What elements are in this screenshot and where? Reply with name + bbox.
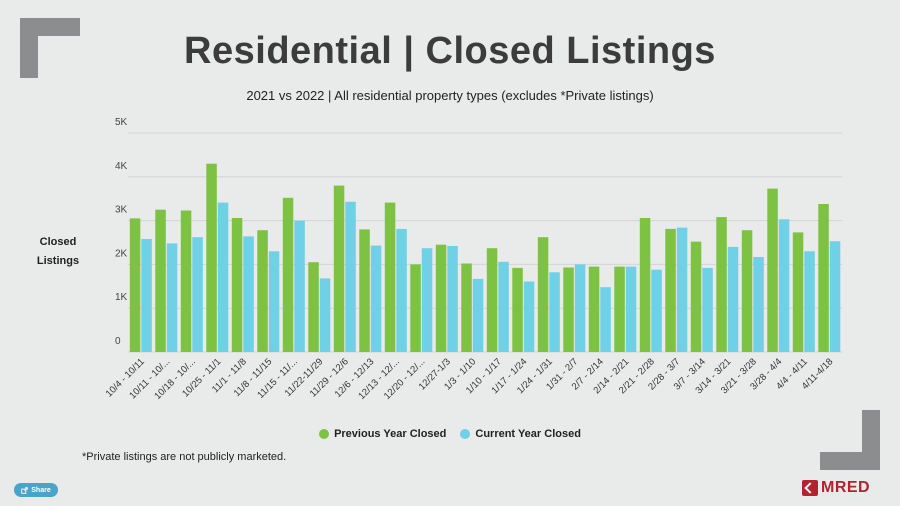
bar-current-year	[243, 236, 254, 352]
mred-logo-icon	[802, 480, 818, 496]
bar-previous-year	[741, 230, 753, 352]
bar-current-year	[676, 227, 688, 352]
bar-previous-year	[180, 210, 192, 352]
bar-previous-year	[257, 230, 268, 352]
corner-bar-vertical	[862, 410, 880, 470]
bar-current-year	[804, 251, 815, 352]
bar-previous-year	[690, 241, 702, 352]
bar-previous-year	[665, 228, 676, 352]
bar-previous-year	[461, 263, 472, 352]
bar-previous-year	[563, 267, 574, 352]
bar-current-year	[523, 281, 535, 352]
bar-previous-year	[614, 266, 625, 352]
y-axis-title: Closed Listings	[30, 233, 86, 271]
share-icon	[21, 486, 29, 494]
bar-previous-year	[359, 229, 370, 352]
bar-previous-year	[818, 204, 829, 352]
bar-current-year	[166, 243, 178, 352]
bar-previous-year	[384, 202, 396, 352]
bar-previous-year	[512, 267, 523, 352]
footnote: *Private listings are not publicly marke…	[82, 451, 287, 463]
share-label: Share	[31, 486, 51, 494]
bar-current-year	[574, 264, 586, 352]
bar-current-year	[370, 245, 382, 352]
bar-previous-year	[486, 248, 498, 352]
bar-previous-year	[308, 262, 319, 352]
bar-current-year	[702, 267, 713, 352]
legend-label: Current Year Closed	[475, 428, 581, 440]
bars	[129, 163, 841, 352]
bar-current-year	[498, 261, 509, 352]
y-tick-label: 1K	[115, 292, 128, 303]
bar-previous-year	[410, 264, 421, 352]
bar-current-year	[447, 246, 458, 352]
bar-previous-year	[129, 218, 141, 352]
chart-legend: Previous Year Closed Current Year Closed	[0, 428, 900, 440]
bar-previous-year	[231, 218, 243, 352]
bar-current-year	[753, 257, 764, 352]
corner-decoration-top-left	[20, 18, 80, 78]
bar-current-year	[727, 246, 739, 352]
y-axis-ticks: 0 1K 2K 3K 4K 5K	[115, 117, 128, 347]
y-tick-label: 2K	[115, 248, 128, 259]
bar-previous-year	[333, 185, 345, 352]
bar-previous-year	[588, 266, 600, 352]
bar-previous-year	[282, 197, 294, 352]
bar-previous-year	[435, 244, 447, 352]
bar-current-year	[421, 248, 433, 352]
bar-previous-year	[155, 209, 166, 352]
bar-current-year	[651, 269, 662, 352]
share-button[interactable]: Share	[14, 483, 58, 497]
bar-current-year	[294, 220, 305, 352]
y-tick-label: 0	[115, 336, 121, 347]
bar-current-year	[345, 201, 356, 352]
bar-previous-year	[537, 237, 549, 352]
mred-logo: MRED	[802, 478, 870, 498]
bar-current-year	[625, 266, 637, 352]
bar-current-year	[549, 272, 560, 352]
bar-current-year	[396, 228, 407, 352]
corner-bar-vertical	[20, 18, 38, 78]
bar-current-year	[192, 237, 203, 352]
legend-label: Previous Year Closed	[334, 428, 447, 440]
legend-item: Previous Year Closed	[319, 428, 446, 440]
bar-current-year	[472, 278, 484, 352]
y-tick-label: 3K	[115, 205, 128, 216]
bar-current-year	[217, 202, 229, 352]
legend-swatch	[460, 429, 471, 439]
y-tick-label: 4K	[115, 161, 128, 172]
bar-previous-year	[767, 188, 778, 352]
bar-current-year	[141, 239, 152, 352]
bar-current-year	[268, 251, 280, 352]
bar-current-year	[319, 278, 331, 352]
bar-previous-year	[792, 232, 804, 352]
y-tick-label: 5K	[115, 117, 128, 128]
legend-item: Current Year Closed	[460, 428, 581, 440]
legend-swatch	[319, 429, 330, 439]
corner-decoration-bottom-right	[820, 410, 880, 470]
page-title: Residential | Closed Listings	[184, 30, 716, 72]
bar-current-year	[778, 219, 790, 352]
bar-current-year	[829, 241, 841, 352]
bar-previous-year	[716, 217, 727, 352]
bar-previous-year	[639, 218, 651, 352]
logo-text: MRED	[821, 479, 871, 496]
bar-previous-year	[206, 163, 217, 352]
bar-current-year	[600, 287, 611, 352]
y-axis-title-text: Closed Listings	[36, 236, 80, 267]
page-subtitle: 2021 vs 2022 | All residential property …	[246, 88, 654, 103]
